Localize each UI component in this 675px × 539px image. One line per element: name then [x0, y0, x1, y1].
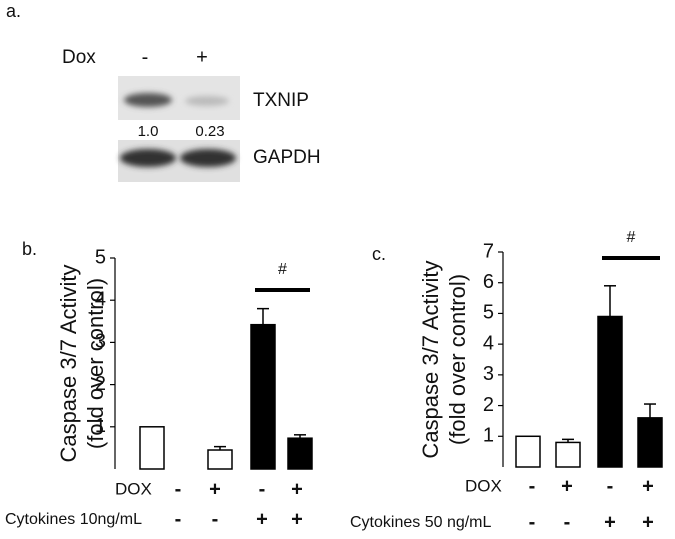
panel-label: b. [22, 239, 37, 259]
row-sign: - [175, 478, 182, 500]
y-tick-label: 7 [483, 240, 494, 262]
y-tick-label: 5 [95, 246, 106, 268]
y-tick-label: 2 [483, 394, 494, 416]
row-sign: + [209, 478, 221, 500]
y-axis-label: (fold over control) [83, 278, 108, 449]
treatment-label: Dox [62, 47, 96, 68]
y-tick-label: 3 [95, 331, 106, 353]
bar [555, 441, 581, 468]
y-tick-label: 1 [95, 415, 106, 437]
y-tick-label: 2 [95, 373, 106, 395]
row-sign: + [642, 511, 654, 533]
y-tick-label: 4 [483, 332, 494, 354]
row-sign: + [256, 508, 268, 530]
row-sign: - [607, 475, 614, 497]
row-sign: - [175, 508, 182, 530]
quantification: 1.0 [138, 123, 159, 140]
row-sign: - [212, 508, 219, 530]
row-sign: + [291, 508, 303, 530]
band-label: GAPDH [253, 147, 321, 168]
row-label: DOX [115, 479, 152, 498]
panel-label: a. [6, 1, 21, 21]
row-sign: - [529, 475, 536, 497]
y-axis-label: Caspase 3/7 Activity [56, 264, 81, 462]
row-sign: - [564, 511, 571, 533]
blot-gapdh [118, 140, 240, 182]
bar [139, 426, 165, 470]
y-tick-label: 3 [483, 363, 494, 385]
y-tick-label: 1 [483, 425, 494, 447]
bar [597, 315, 623, 468]
blot-txnip [118, 76, 240, 120]
bar [287, 437, 313, 470]
bar [637, 417, 663, 468]
row-sign: + [561, 475, 573, 497]
annotation: # [627, 229, 636, 246]
y-tick-label: 6 [483, 271, 494, 293]
y-tick-label: 5 [483, 302, 494, 324]
row-sign: - [259, 478, 266, 500]
row-label: Cytokines 10ng/mL [5, 511, 142, 528]
row-label: Cytokines 50 ng/mL [350, 514, 492, 531]
row-label: DOX [465, 476, 502, 495]
row-sign: + [642, 475, 654, 497]
annotation: # [278, 261, 287, 278]
row-sign: + [291, 478, 303, 500]
row-sign: + [604, 511, 616, 533]
y-axis-label: Caspase 3/7 Activity [418, 260, 443, 458]
y-axis-label: (fold over control) [445, 274, 470, 445]
lane-label: + [196, 46, 208, 68]
lane-label: - [142, 46, 149, 68]
y-tick-label: 4 [95, 288, 106, 310]
bar [515, 435, 541, 468]
bar [207, 449, 233, 470]
quantification: 0.23 [195, 123, 224, 140]
panel-label: c. [372, 244, 386, 264]
band-label: TXNIP [253, 90, 309, 111]
row-sign: - [529, 511, 536, 533]
bar [250, 323, 276, 470]
